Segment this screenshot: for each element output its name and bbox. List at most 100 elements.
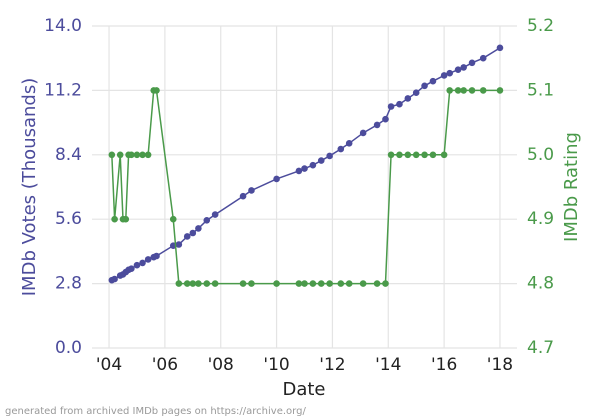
data-point — [175, 280, 183, 287]
data-point — [396, 151, 403, 159]
x-tick-label: '16 — [431, 355, 457, 375]
data-point — [496, 87, 504, 94]
y2-tick-label: 5.1 — [527, 80, 554, 100]
x-tick-label: '12 — [319, 355, 345, 375]
data-point — [189, 229, 197, 237]
data-point — [337, 145, 345, 153]
data-point — [382, 280, 389, 287]
footnote: generated from archived IMDb pages on ht… — [5, 406, 306, 417]
data-point — [169, 215, 177, 223]
x-tick-label: '04 — [96, 355, 122, 375]
data-point — [359, 129, 367, 137]
data-point — [373, 121, 381, 129]
data-point — [446, 69, 454, 77]
data-point — [421, 82, 428, 90]
data-point — [139, 151, 146, 159]
x-tick-label: '08 — [208, 355, 234, 375]
data-point — [248, 280, 255, 287]
data-point — [454, 87, 462, 94]
data-point — [295, 167, 303, 175]
data-point — [239, 192, 247, 200]
y-tick-label: 0.0 — [55, 338, 82, 358]
x-axis-label: Date — [282, 379, 325, 400]
data-point — [387, 103, 395, 110]
y2-tick-label: 5.0 — [527, 145, 554, 165]
data-point — [273, 175, 280, 183]
data-point — [273, 280, 280, 287]
data-point — [345, 140, 353, 147]
data-point — [301, 165, 308, 172]
data-point — [359, 280, 367, 287]
data-point — [412, 151, 420, 159]
data-point — [116, 151, 124, 159]
data-point — [326, 152, 333, 160]
data-point — [396, 100, 403, 108]
data-point — [317, 157, 325, 164]
y2-tick-label: 4.8 — [527, 274, 554, 294]
data-point — [144, 256, 152, 263]
data-point — [404, 151, 412, 159]
y-tick-label: 11.2 — [44, 80, 82, 100]
data-point — [108, 151, 116, 159]
data-point — [133, 261, 141, 269]
data-point — [183, 280, 191, 287]
data-point — [139, 259, 146, 267]
data-point — [421, 151, 428, 159]
data-point — [301, 280, 308, 287]
data-point — [373, 280, 381, 287]
data-point — [387, 151, 395, 159]
data-point — [195, 225, 202, 232]
data-point — [412, 89, 420, 96]
data-point — [429, 77, 437, 85]
data-point — [404, 95, 412, 102]
data-point — [111, 215, 118, 223]
data-point — [454, 66, 462, 73]
plot-area — [92, 26, 517, 348]
data-point — [309, 280, 317, 287]
y-tick-label: 14.0 — [44, 16, 82, 36]
data-point — [440, 72, 448, 79]
data-point — [183, 233, 191, 240]
y2-axis-label: IMDb Rating — [561, 132, 582, 242]
data-point — [317, 280, 325, 287]
y2-tick-label: 5.2 — [527, 16, 554, 36]
data-point — [122, 215, 130, 223]
data-point — [382, 115, 389, 123]
data-point — [468, 59, 476, 67]
x-tick-label: '18 — [487, 355, 513, 375]
data-point — [189, 280, 197, 287]
data-point — [479, 54, 487, 62]
data-point — [479, 87, 487, 94]
data-point — [128, 265, 135, 272]
data-point — [337, 280, 345, 287]
data-point — [326, 280, 333, 287]
y-axis-label: IMDb Votes (Thousands) — [19, 78, 40, 297]
data-point — [460, 87, 467, 94]
data-point — [309, 161, 317, 169]
data-point — [295, 280, 303, 287]
y2-tick-label: 4.9 — [527, 209, 554, 229]
data-point — [195, 280, 202, 287]
data-point — [203, 280, 211, 287]
data-point — [345, 280, 353, 287]
data-point — [203, 217, 211, 224]
data-point — [440, 151, 448, 159]
y-tick-label: 8.4 — [55, 145, 82, 165]
data-point — [248, 187, 255, 194]
data-point — [211, 211, 219, 218]
data-point — [239, 280, 247, 287]
data-point — [496, 44, 504, 52]
data-point — [468, 87, 476, 94]
data-point — [144, 151, 152, 159]
y-tick-label: 2.8 — [55, 274, 82, 294]
x-tick-label: '10 — [263, 355, 289, 375]
data-point — [153, 252, 160, 260]
data-point — [211, 280, 219, 287]
data-point — [153, 87, 160, 94]
y2-tick-label: 4.7 — [527, 338, 554, 358]
data-point — [175, 241, 183, 248]
x-tick-label: '14 — [375, 355, 401, 375]
data-point — [111, 275, 118, 283]
x-tick-label: '06 — [152, 355, 178, 375]
